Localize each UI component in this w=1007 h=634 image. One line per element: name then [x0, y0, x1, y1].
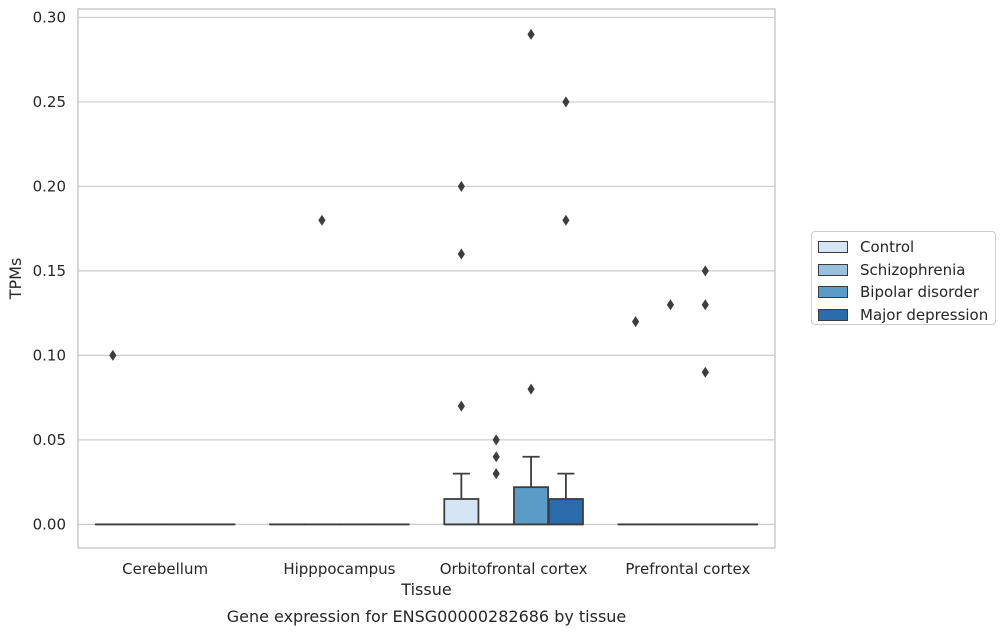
legend: Control Schizophrenia Bipolar disorder Majo… [811, 231, 996, 325]
outlier-marker [492, 468, 500, 480]
outlier-marker [457, 400, 465, 412]
outlier-marker [666, 299, 675, 311]
outlier-marker [701, 366, 709, 378]
legend-label: Schizophrenia [860, 260, 966, 279]
legend-swatch [818, 308, 848, 321]
outlier-marker [457, 248, 465, 260]
box-body [513, 486, 550, 526]
box-body [443, 498, 480, 526]
outlier-marker [492, 434, 500, 446]
outlier-marker [318, 214, 326, 226]
y-axis-title: TPMs [6, 258, 25, 301]
y-axis-ticks: 0.00 0.05 0.10 0.15 0.20 0.25 0.30 [33, 8, 66, 533]
x-tick-label: Cerebellum [122, 560, 208, 578]
legend-item: Control [818, 236, 995, 259]
legend-item: Major depression [818, 304, 995, 327]
x-axis-ticks: Cerebellum Hipppocampus Orbitofrontal cort… [122, 560, 750, 578]
outliers [109, 28, 709, 480]
outlier-marker [457, 180, 465, 192]
grid-lines [78, 16, 775, 525]
legend-item: Schizophrenia [818, 259, 995, 282]
y-tick-label: 0.30 [33, 8, 66, 26]
y-tick-label: 0.10 [33, 346, 66, 364]
legend-item: Bipolar disorder [818, 281, 995, 304]
outlier-marker [562, 214, 570, 226]
outlier-marker [632, 316, 640, 328]
outlier-marker [527, 28, 535, 40]
outlier-marker [492, 451, 500, 463]
x-tick-label: Hipppocampus [283, 560, 395, 578]
chart-caption: Gene expression for ENSG00000282686 by t… [227, 607, 627, 626]
outlier-marker [109, 349, 117, 361]
boxes [94, 455, 759, 526]
y-tick-label: 0.05 [33, 431, 66, 449]
y-tick-label: 0.15 [33, 262, 66, 280]
legend-label: Bipolar disorder [860, 283, 979, 302]
y-tick-label: 0.25 [33, 93, 66, 111]
y-tick-label: 0.00 [33, 515, 66, 533]
legend-swatch [818, 286, 848, 299]
legend-swatch [818, 263, 848, 276]
box-bipolar-disorder [513, 455, 550, 526]
outlier-marker [527, 383, 535, 395]
y-tick-label: 0.20 [33, 177, 66, 195]
x-tick-label: Orbitofrontal cortex [440, 560, 588, 578]
legend-swatch [818, 241, 848, 254]
outlier-marker [701, 299, 709, 311]
outlier-marker [562, 96, 570, 108]
plot-area-frame [77, 8, 776, 549]
outlier-marker [701, 265, 709, 277]
legend-label: Major depression [860, 305, 989, 324]
x-tick-label: Prefrontal cortex [625, 560, 750, 578]
box-control [443, 472, 480, 526]
box-major-depression [547, 472, 584, 526]
legend-label: Control [860, 238, 915, 257]
x-axis-title: Tissue [400, 580, 451, 599]
box-body [547, 498, 584, 526]
